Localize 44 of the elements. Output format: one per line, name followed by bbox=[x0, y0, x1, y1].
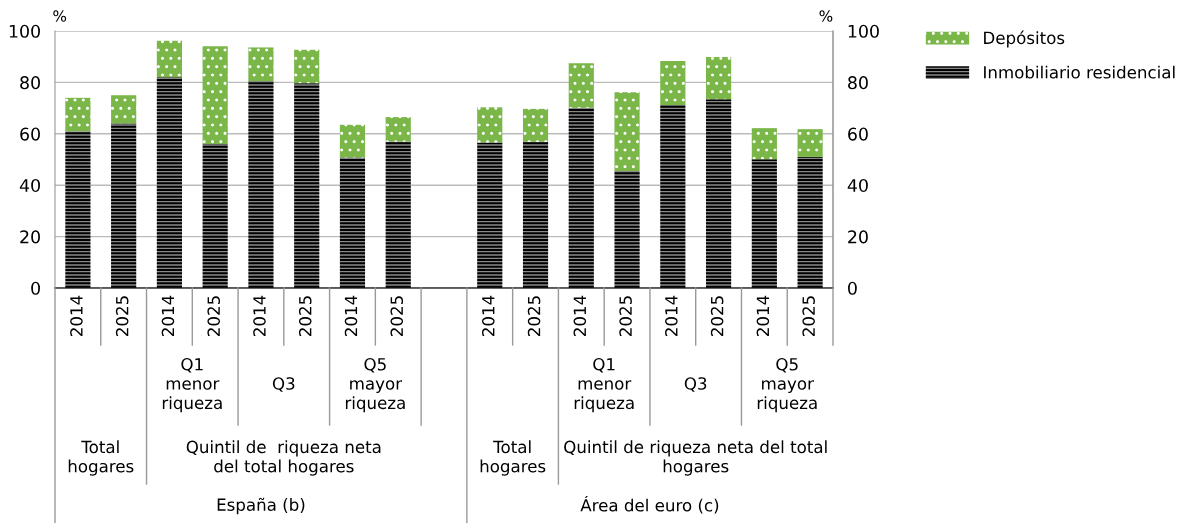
y2-tick-label: 0 bbox=[848, 281, 857, 295]
x-tick-label: 2025 bbox=[207, 296, 221, 336]
y-axis-title: % bbox=[53, 10, 67, 22]
text: Área del euro (c) bbox=[580, 495, 719, 514]
text: Q3 bbox=[684, 377, 707, 392]
y-tick-label: 0 bbox=[31, 281, 40, 295]
x-tick-label: 2014 bbox=[161, 295, 175, 336]
text: Quintil de riqueza neta del total hogares bbox=[564, 440, 827, 476]
text: Q3 bbox=[272, 377, 295, 392]
text: Total hogares bbox=[68, 440, 134, 476]
x-tick-label: 2014 bbox=[756, 295, 770, 336]
x-tick-label: 2014 bbox=[344, 295, 358, 336]
x-tick-label: 2014 bbox=[573, 295, 587, 336]
text: Q1 menor riqueza bbox=[162, 357, 222, 413]
y2-tick-label: 80 bbox=[848, 76, 868, 90]
x-tick-label: 2025 bbox=[527, 296, 541, 336]
x-tick-label: 2025 bbox=[390, 296, 404, 336]
y2-tick-label: 20 bbox=[848, 230, 868, 244]
text: España (b) bbox=[217, 497, 305, 515]
x-tick-label: 2025 bbox=[115, 296, 129, 336]
x-tick-label: 2014 bbox=[70, 295, 83, 336]
x-tick-label: 2025 bbox=[298, 296, 312, 336]
x-tick-label: 2014 bbox=[253, 295, 266, 336]
text: Q5 mayor riqueza bbox=[345, 357, 405, 413]
y2-tick-label: 40 bbox=[847, 178, 868, 193]
text: Q1 menor riqueza bbox=[574, 357, 634, 413]
x-tick-label: 2014 bbox=[481, 295, 495, 336]
y-tick-label: 40 bbox=[19, 178, 40, 193]
text: Quintil de riqueza neta del total hogares bbox=[186, 440, 381, 476]
y-tick-label: 60 bbox=[20, 127, 40, 141]
text: Q5 mayor riqueza bbox=[757, 357, 817, 413]
y-tick-label: 100 bbox=[9, 24, 40, 38]
x-tick-label: 2025 bbox=[710, 296, 724, 336]
y-tick-label: 80 bbox=[20, 76, 40, 90]
y2-tick-label: 100 bbox=[848, 24, 879, 38]
x-tick-label: 2025 bbox=[619, 296, 632, 336]
y2-axis-title: % bbox=[819, 10, 833, 22]
y2-tick-label: 60 bbox=[848, 127, 868, 141]
legend-label: Inmobiliario residencial bbox=[984, 65, 1175, 79]
text: Total hogares bbox=[480, 440, 546, 476]
legend-label: Depósitos bbox=[984, 30, 1065, 48]
y-tick-label: 20 bbox=[20, 230, 40, 244]
x-tick-label: 2025 bbox=[802, 296, 815, 336]
x-tick-label: 2014 bbox=[665, 295, 678, 336]
